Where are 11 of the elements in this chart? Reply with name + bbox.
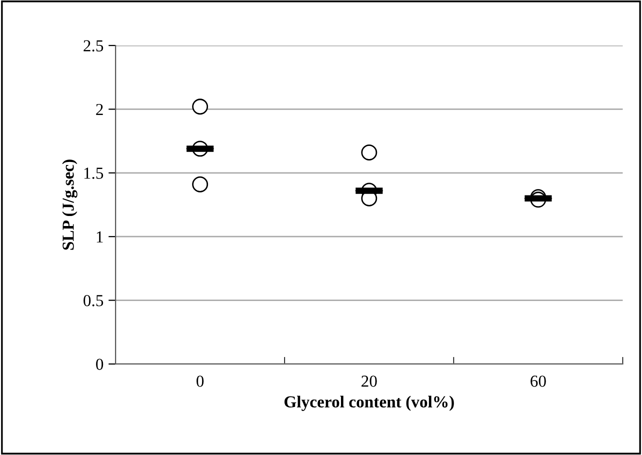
x-tick-label: 0: [196, 376, 204, 387]
y-tick-label: 0.5: [84, 295, 104, 306]
y-axis-title: SLP (J/g.sec): [62, 160, 78, 250]
x-tick-label: 60: [530, 376, 546, 387]
y-tick-label: 2.5: [84, 40, 104, 52]
y-tick-label: 1: [96, 231, 103, 242]
y-tick-label: 0: [96, 358, 104, 370]
x-tick-label: 20: [362, 376, 377, 387]
y-tick-label: 1.5: [84, 168, 104, 179]
x-axis-title: Glycerol content (vol%): [284, 396, 454, 411]
y-tick-label: 2: [96, 104, 103, 115]
